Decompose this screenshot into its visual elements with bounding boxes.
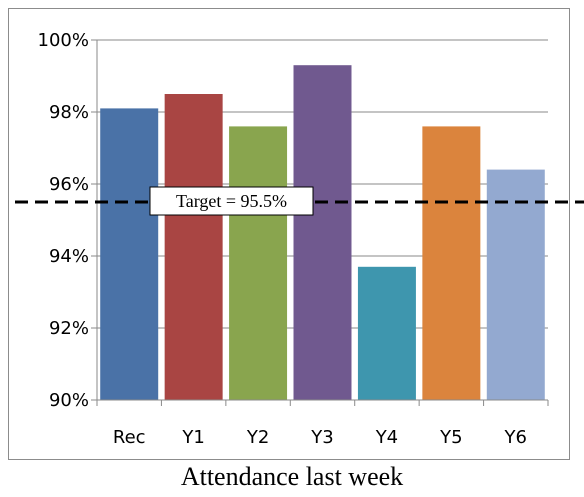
y-tick-label: 98% xyxy=(49,102,89,123)
y-tick-label: 100% xyxy=(38,30,89,51)
y-tick-label: 94% xyxy=(49,246,89,267)
x-tick-label: Y2 xyxy=(246,427,269,448)
x-tick-label: Y6 xyxy=(504,427,527,448)
bar-y4 xyxy=(357,266,416,400)
bar-y2 xyxy=(229,126,288,401)
y-tick-label: 90% xyxy=(49,390,89,411)
y-tick-label: 96% xyxy=(49,174,89,195)
chart-caption: Attendance last week xyxy=(180,462,404,491)
target-label: Target = 95.5% xyxy=(176,191,287,211)
y-tick-label: 92% xyxy=(49,318,89,339)
x-tick-label: Y4 xyxy=(375,427,398,448)
bar-y6 xyxy=(486,169,545,400)
x-tick-label: Y1 xyxy=(181,427,204,448)
bar-rec xyxy=(100,108,159,401)
x-tick-label: Y5 xyxy=(439,427,462,448)
x-tick-label: Rec xyxy=(113,427,146,448)
bar-y3 xyxy=(293,65,352,400)
x-tick-label: Y3 xyxy=(310,427,333,448)
target-label-box xyxy=(149,186,314,216)
bar-y1 xyxy=(164,94,223,400)
bar-y5 xyxy=(422,126,481,401)
